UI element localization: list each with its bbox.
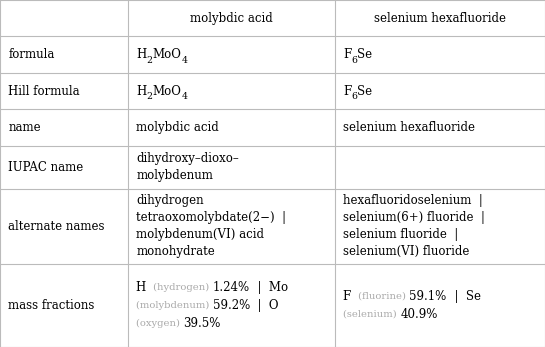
Text: 6: 6: [352, 93, 358, 101]
Text: H: H: [136, 281, 150, 294]
Text: F: F: [343, 85, 352, 98]
Text: H: H: [136, 48, 147, 61]
Text: Hill formula: Hill formula: [8, 85, 80, 98]
Text: molybdic acid: molybdic acid: [136, 121, 219, 134]
Text: 59.2%: 59.2%: [213, 299, 250, 312]
Text: F: F: [343, 48, 352, 61]
Text: 59.1%: 59.1%: [409, 290, 447, 303]
Text: MoO: MoO: [153, 85, 181, 98]
Text: selenium hexafluoride: selenium hexafluoride: [374, 12, 506, 25]
Text: H: H: [136, 85, 147, 98]
Text: dihydroxy–dioxo–
molybdenum: dihydroxy–dioxo– molybdenum: [136, 152, 239, 183]
Text: selenium hexafluoride: selenium hexafluoride: [343, 121, 475, 134]
Text: 40.9%: 40.9%: [400, 308, 438, 321]
Text: 6: 6: [352, 56, 358, 65]
Text: (molybdenum): (molybdenum): [136, 301, 213, 310]
Text: (selenium): (selenium): [343, 310, 400, 319]
Text: F: F: [343, 290, 355, 303]
Text: name: name: [8, 121, 41, 134]
Text: 39.5%: 39.5%: [183, 317, 221, 330]
Text: (oxygen): (oxygen): [136, 319, 183, 328]
Text: MoO: MoO: [153, 48, 181, 61]
Text: |  Se: | Se: [447, 290, 481, 303]
Text: Se: Se: [358, 48, 373, 61]
Text: IUPAC name: IUPAC name: [8, 161, 83, 174]
Text: |  Mo: | Mo: [250, 281, 288, 294]
Text: (hydrogen): (hydrogen): [150, 283, 213, 292]
Text: 1.24%: 1.24%: [213, 281, 250, 294]
Text: mass fractions: mass fractions: [8, 299, 94, 312]
Text: Se: Se: [358, 85, 373, 98]
Text: 2: 2: [147, 93, 153, 101]
Text: (fluorine): (fluorine): [355, 292, 409, 301]
Text: molybdic acid: molybdic acid: [190, 12, 273, 25]
Text: hexafluoridoselenium  |
selenium(6+) fluoride  |
selenium fluoride  |
selenium(V: hexafluoridoselenium | selenium(6+) fluo…: [343, 194, 485, 259]
Text: 4: 4: [181, 93, 187, 101]
Text: alternate names: alternate names: [8, 220, 105, 233]
Text: formula: formula: [8, 48, 54, 61]
Text: 2: 2: [147, 56, 153, 65]
Text: dihydrogen
tetraoxomolybdate(2−)  |
molybdenum(VI) acid
monohydrate: dihydrogen tetraoxomolybdate(2−) | molyb…: [136, 194, 286, 259]
Text: 4: 4: [181, 56, 187, 65]
Text: |  O: | O: [250, 299, 278, 312]
